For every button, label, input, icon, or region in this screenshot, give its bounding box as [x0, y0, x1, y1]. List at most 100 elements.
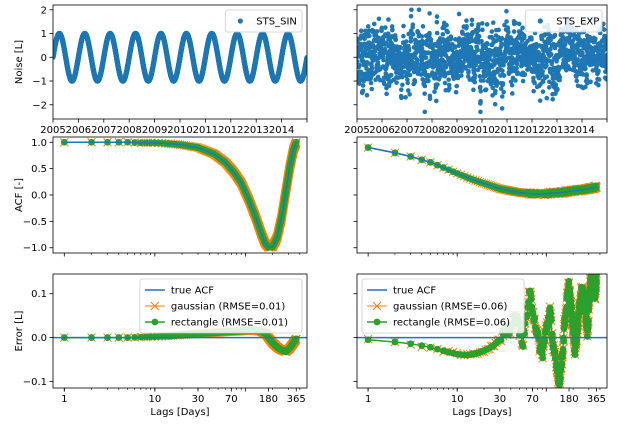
data-point — [422, 109, 428, 115]
data-point — [484, 22, 490, 27]
data-point — [377, 67, 383, 72]
data-point — [377, 77, 383, 83]
data-point — [400, 82, 405, 88]
x-tick-label: 2012 — [218, 125, 243, 136]
legend: STS_SIN — [224, 9, 303, 33]
data-point — [480, 27, 485, 33]
data-point — [469, 22, 475, 27]
x-tick-label: 2010 — [167, 125, 192, 136]
data-point — [499, 94, 505, 99]
data-point — [416, 7, 422, 13]
data-point — [499, 106, 505, 111]
data-point — [432, 89, 437, 95]
data-point — [478, 99, 483, 104]
data-point — [410, 22, 416, 27]
data-point — [381, 57, 386, 63]
data-point — [454, 83, 460, 89]
data-point — [419, 46, 425, 51]
data-point — [405, 80, 410, 86]
data-point — [501, 73, 507, 78]
data-point — [398, 45, 404, 50]
data-point — [388, 72, 394, 78]
data-point — [367, 33, 372, 39]
data-point — [393, 37, 399, 43]
data-point — [359, 28, 364, 34]
data-point — [472, 79, 478, 85]
data-point — [408, 13, 414, 19]
data-point — [420, 24, 426, 29]
data-point — [379, 25, 385, 31]
data-point — [419, 34, 425, 39]
data-point — [500, 68, 505, 74]
data-point — [472, 72, 478, 78]
data-point — [489, 29, 495, 34]
data-point — [405, 88, 411, 93]
data-point — [415, 57, 420, 63]
y-tick-label: −1 — [32, 77, 47, 88]
data-point — [473, 62, 479, 68]
data-point — [408, 35, 414, 41]
data-point — [365, 61, 370, 67]
data-point — [445, 29, 450, 35]
y-tick-label: 1 — [41, 29, 47, 40]
data-point — [529, 37, 534, 42]
data-point — [509, 91, 515, 96]
data-point — [477, 84, 483, 90]
data-point — [357, 63, 362, 68]
x-tick-label: 2007 — [91, 125, 116, 136]
data-point — [403, 39, 409, 44]
data-point — [427, 96, 433, 102]
data-point — [476, 34, 482, 39]
data-point — [357, 81, 362, 86]
data-point — [446, 77, 451, 82]
y-tick-label: 0 — [41, 53, 47, 64]
data-point — [434, 19, 440, 25]
data-point — [401, 33, 406, 39]
data-point — [304, 55, 307, 61]
x-tick-label: 2005 — [40, 125, 65, 136]
data-point — [459, 73, 464, 78]
data-point — [409, 7, 414, 13]
data-point — [448, 36, 454, 41]
legend-label: STS_SIN — [256, 17, 297, 28]
data-point — [505, 25, 511, 30]
data-point — [478, 109, 483, 115]
plot-area — [53, 30, 307, 84]
data-point — [509, 82, 515, 88]
data-point — [516, 21, 522, 27]
data-point — [394, 80, 399, 85]
data-point — [422, 83, 428, 89]
data-point — [520, 78, 526, 84]
panel-noise-exp: 2005 2006 2007 2008 2009 2010 2011 2012 2013 2014… — [344, 4, 608, 136]
data-point — [375, 59, 381, 65]
data-point — [483, 87, 489, 92]
data-point — [469, 17, 475, 23]
data-point — [514, 65, 519, 71]
data-point — [442, 80, 448, 86]
data-point — [386, 17, 391, 22]
data-point — [366, 53, 371, 59]
data-point — [427, 11, 432, 16]
data-point — [399, 74, 405, 80]
data-point — [374, 29, 380, 34]
data-point — [407, 72, 413, 78]
data-point — [453, 89, 459, 95]
data-point — [531, 88, 536, 94]
data-point — [368, 80, 374, 86]
data-point — [532, 80, 537, 86]
data-point — [369, 86, 375, 92]
data-point — [464, 24, 469, 29]
data-point — [422, 91, 427, 96]
data-point — [385, 31, 391, 36]
data-point — [504, 8, 509, 14]
data-point — [475, 47, 480, 52]
data-point — [410, 32, 416, 37]
x-tick-label: 2013 — [243, 125, 268, 136]
data-point — [493, 88, 498, 94]
y-tick-label: 2 — [41, 5, 47, 16]
x-tick-label: 2009 — [142, 125, 167, 136]
data-point — [360, 83, 366, 88]
data-point — [389, 24, 395, 29]
data-point — [521, 34, 527, 40]
